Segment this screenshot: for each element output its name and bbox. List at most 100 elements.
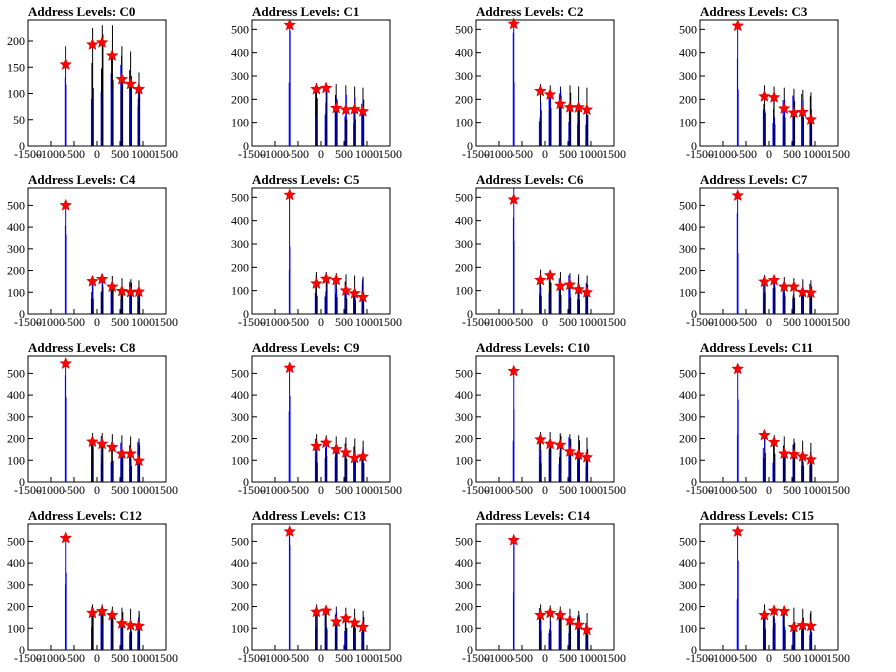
x-tick-label: 1000 [131, 147, 155, 161]
y-tick-label: 400 [7, 556, 25, 570]
peak-marker [534, 432, 547, 446]
x-tick-label: -1500 [238, 483, 266, 497]
peak-marker [283, 18, 297, 31]
x-tick-label: 1500 [378, 483, 402, 497]
y-tick-label: 200 [7, 600, 25, 614]
peak-marker [115, 616, 129, 629]
panel-title: Address Levels: C0 [28, 4, 135, 19]
y-tick-label: 200 [7, 264, 25, 278]
x-tick-label: -1500 [686, 315, 714, 329]
panel-title: Address Levels: C3 [700, 4, 808, 19]
peak-marker [310, 605, 323, 618]
x-tick-label: 1500 [602, 147, 626, 161]
x-tick-label: 500 [559, 147, 577, 161]
y-tick-label: 500 [455, 22, 473, 36]
x-tick-label: -500 [511, 315, 533, 329]
x-tick-label: 1000 [803, 315, 827, 329]
peak-marker [132, 82, 146, 95]
y-tick-label: 0 [691, 475, 697, 489]
y-tick-label: 200 [679, 92, 697, 106]
peak-marker [105, 440, 119, 453]
peak-marker [580, 103, 594, 116]
peak-marker [348, 286, 361, 299]
x-tick-label: 1000 [355, 147, 379, 161]
y-tick-label: 400 [679, 556, 697, 570]
x-tick-label: 0 [94, 483, 100, 497]
plot-frame [251, 19, 391, 147]
y-tick-label: 200 [7, 34, 25, 48]
x-tick-label: 0 [766, 651, 772, 665]
chart-panel: Address Levels: C60100200300400500-1500-… [455, 172, 626, 329]
x-tick-label: 0 [318, 315, 324, 329]
y-tick-label: 400 [7, 388, 25, 402]
chart-panel: Address Levels: C15 0 100 200 300 400 500 -1500… [679, 508, 850, 665]
y-tick-label: 300 [231, 237, 249, 251]
peak-marker [580, 623, 594, 636]
peak-marker [339, 283, 353, 297]
x-tick-label: -1500 [462, 651, 490, 665]
peak-marker [796, 285, 809, 298]
peak-marker [534, 608, 547, 621]
x-tick-label: -1000 [261, 147, 289, 161]
y-tick-label: 200 [679, 432, 697, 446]
peak-marker [283, 361, 297, 374]
peak-marker [86, 37, 99, 51]
chart-panel: Address Levels: C10 0 100 200 300 400 500 -1500… [455, 340, 626, 497]
x-tick-label: 1500 [602, 315, 626, 329]
peak-marker [115, 72, 129, 85]
chart-panel: Address Levels: C70100200300400500-1500-… [679, 172, 850, 329]
x-tick-label: 500 [783, 483, 801, 497]
y-tick-label: 50 [13, 113, 25, 127]
plot-frame [251, 523, 391, 651]
peak-marker [59, 531, 73, 544]
peak-marker [339, 611, 353, 624]
x-tick-label: 500 [335, 483, 353, 497]
x-tick-label: -1000 [485, 483, 513, 497]
peak-marker [356, 104, 370, 117]
y-tick-label: 0 [691, 643, 697, 657]
x-tick-label: 1500 [378, 315, 402, 329]
x-tick-label: -500 [63, 315, 85, 329]
x-tick-label: 1000 [803, 483, 827, 497]
peak-marker [787, 280, 801, 293]
y-tick-label: 500 [7, 198, 25, 212]
peak-marker [356, 290, 370, 303]
plot-frame [475, 523, 615, 651]
y-tick-label: 200 [231, 600, 249, 614]
x-tick-label: 1000 [579, 651, 603, 665]
x-tick-label: -1000 [709, 315, 737, 329]
x-tick-label: 1500 [826, 651, 850, 665]
x-tick-label: 500 [111, 483, 129, 497]
y-tick-label: 400 [679, 46, 697, 60]
peak-marker [572, 282, 585, 295]
y-tick-label: 400 [455, 556, 473, 570]
peak-marker [804, 286, 818, 299]
peak-marker [553, 438, 567, 451]
y-tick-label: 400 [455, 388, 473, 402]
chart-panel: Address Levels: C90100200300400500-1500-… [231, 340, 402, 497]
y-tick-label: 0 [467, 307, 473, 321]
x-tick-label: -500 [735, 483, 757, 497]
x-tick-label: -1500 [462, 483, 490, 497]
peak-marker [796, 618, 809, 631]
x-tick-label: -1000 [485, 147, 513, 161]
x-tick-label: -1000 [261, 315, 289, 329]
x-tick-label: 1000 [579, 315, 603, 329]
peak-marker [777, 447, 791, 460]
plot-frame [699, 355, 839, 483]
x-tick-label: -500 [63, 483, 85, 497]
x-tick-label: -1000 [485, 315, 513, 329]
y-tick-label: 400 [7, 220, 25, 234]
peak-marker [310, 82, 323, 95]
y-tick-label: 100 [679, 621, 697, 635]
panel-title: Address Levels: C11 [700, 340, 813, 355]
peak-marker [59, 57, 73, 71]
peak-marker [115, 284, 129, 297]
x-tick-label: 500 [111, 651, 129, 665]
x-tick-label: 1000 [131, 651, 155, 665]
y-tick-label: 200 [231, 260, 249, 274]
x-tick-label: 1000 [131, 315, 155, 329]
x-tick-label: 0 [94, 651, 100, 665]
y-tick-label: 300 [231, 410, 249, 424]
y-tick-label: 300 [679, 578, 697, 592]
